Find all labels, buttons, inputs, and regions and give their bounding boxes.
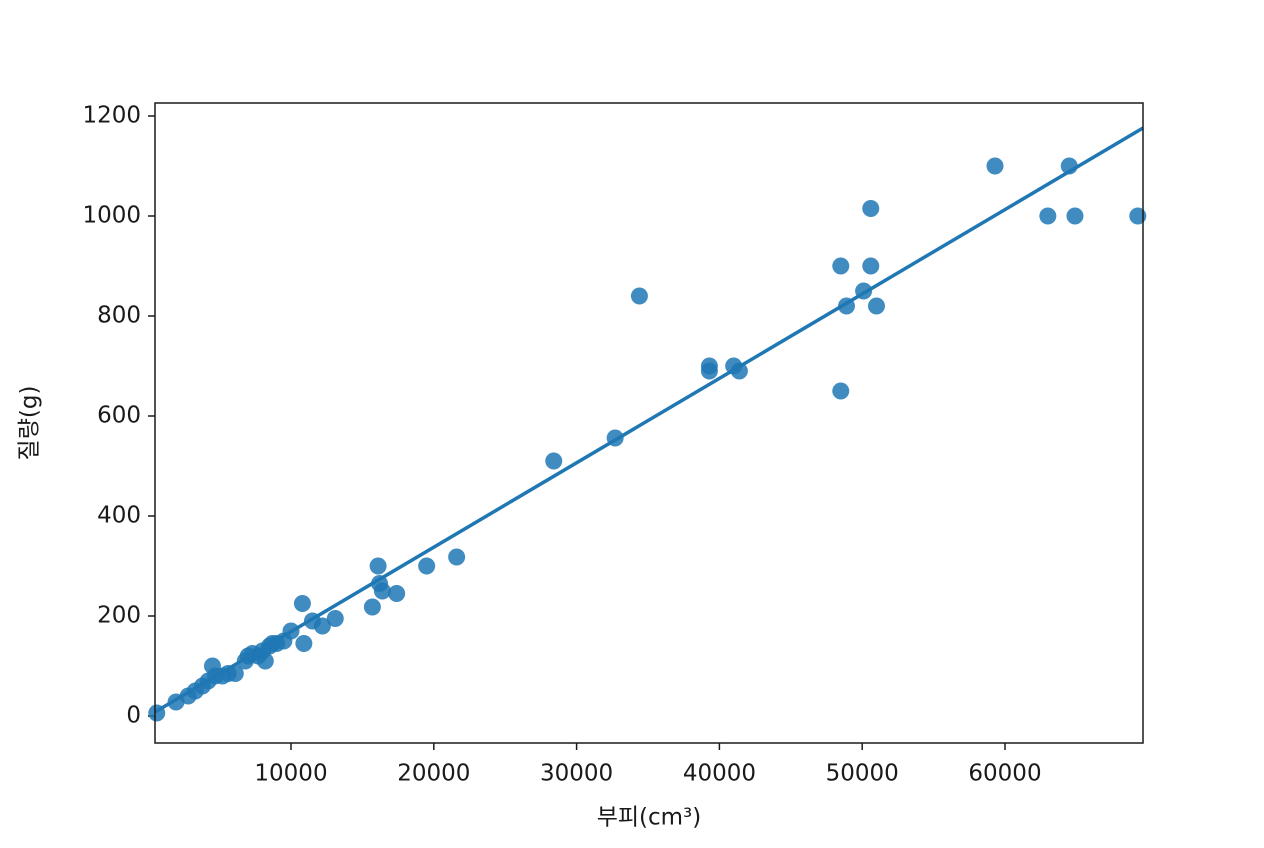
y-axis-label: 질량(g): [17, 386, 43, 461]
point: [832, 257, 850, 275]
point: [867, 297, 885, 315]
point: [226, 665, 244, 682]
point: [256, 652, 274, 670]
point: [1039, 207, 1057, 225]
x-tick-label: 60000: [968, 761, 1041, 787]
point: [363, 598, 381, 616]
y-tick-label: 200: [97, 603, 141, 629]
y-tick-label: 600: [97, 403, 141, 429]
point: [326, 610, 344, 627]
point: [630, 287, 648, 305]
regression-line: [154, 126, 1144, 714]
plot-frame: [154, 102, 1144, 744]
y-tick-label: 0: [126, 703, 141, 729]
point: [295, 635, 313, 652]
x-tick-label: 30000: [540, 761, 613, 787]
point: [832, 382, 850, 400]
plot-area: [155, 103, 1143, 743]
y-tick-label: 1000: [82, 203, 141, 229]
point: [1129, 207, 1147, 225]
point: [448, 548, 466, 566]
point: [418, 557, 436, 575]
point: [862, 200, 880, 217]
x-tick-label: 20000: [397, 761, 470, 787]
x-tick-label: 10000: [254, 761, 327, 787]
point: [700, 362, 718, 380]
x-tick-label: 50000: [826, 761, 899, 787]
x-axis-label: 부피(cm³): [597, 805, 702, 831]
point: [369, 557, 387, 575]
point: [1066, 207, 1084, 225]
point: [388, 585, 406, 602]
x-tick-label: 40000: [683, 761, 756, 787]
y-tick-label: 400: [97, 503, 141, 529]
point: [730, 362, 748, 380]
point: [862, 257, 880, 275]
point: [545, 452, 563, 470]
point: [986, 157, 1004, 175]
y-tick-label: 800: [97, 303, 141, 329]
point: [293, 595, 311, 612]
point: [313, 617, 331, 635]
point: [373, 582, 391, 600]
y-tick-label: 1200: [82, 103, 141, 129]
